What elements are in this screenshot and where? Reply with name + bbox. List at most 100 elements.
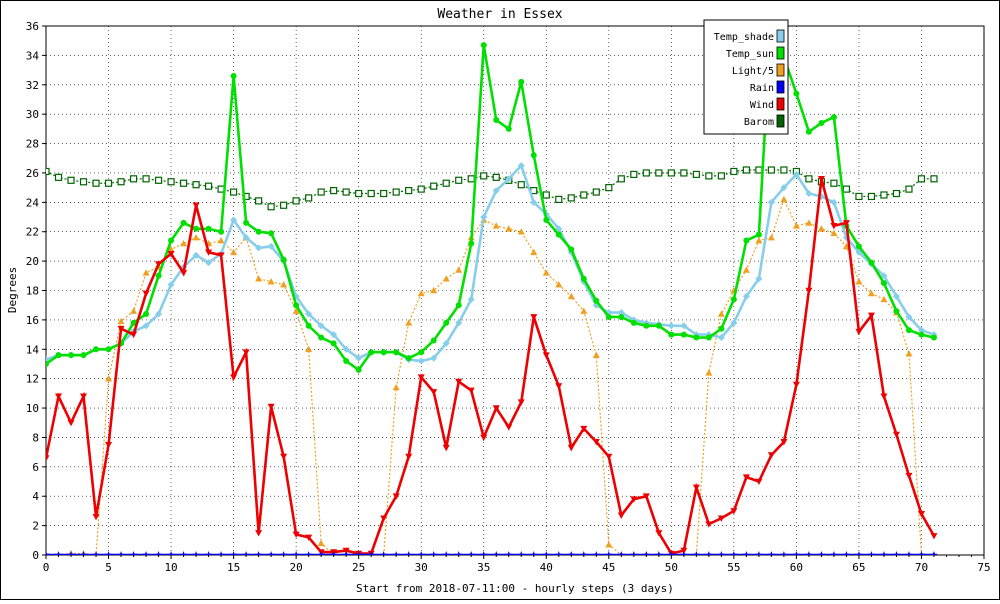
data-point-barom — [542, 191, 550, 199]
data-point-light-5 — [517, 228, 525, 235]
data-point-barom — [79, 178, 88, 186]
data-point-temp-shade — [917, 326, 925, 334]
y-tick-label: 0 — [32, 549, 39, 562]
legend-swatch-wind — [776, 97, 785, 111]
data-point-barom — [46, 167, 50, 176]
data-point-wind — [392, 493, 400, 500]
data-point-temp-sun — [55, 352, 62, 359]
data-point-barom — [667, 169, 675, 177]
y-tick-label: 18 — [26, 285, 39, 298]
data-point-temp-sun — [293, 302, 300, 309]
data-point-wind — [92, 513, 100, 521]
data-point-rain — [905, 551, 913, 555]
data-point-rain — [417, 551, 425, 555]
legend-label-light-5: Light/5 — [732, 66, 774, 77]
data-point-rain — [229, 551, 238, 555]
data-point-barom — [192, 181, 200, 189]
legend-swatch-temp-shade — [776, 29, 785, 43]
x-tick-label: 35 — [477, 561, 490, 574]
data-point-barom — [655, 169, 663, 177]
x-tick-label: 55 — [727, 561, 740, 574]
data-point-wind — [742, 474, 750, 481]
data-point-barom — [492, 173, 500, 181]
data-point-wind — [105, 441, 113, 449]
data-point-wind — [555, 383, 563, 390]
legend-swatch-temp-sun — [776, 46, 785, 60]
y-tick-label: 32 — [26, 79, 39, 92]
data-point-wind — [405, 453, 413, 461]
x-tick-label: 50 — [665, 561, 678, 574]
data-point-light-5 — [267, 278, 275, 285]
data-point-barom — [154, 176, 163, 184]
data-point-rain — [780, 551, 788, 555]
data-point-temp-sun — [305, 322, 312, 329]
data-point-light-5 — [717, 310, 725, 317]
data-point-barom — [167, 178, 175, 186]
data-point-wind — [430, 389, 438, 396]
data-point-rain — [767, 551, 776, 555]
y-tick-label: 14 — [26, 343, 40, 356]
data-point-barom — [767, 166, 775, 174]
data-point-temp-sun — [830, 114, 837, 121]
data-point-temp-sun — [143, 311, 150, 318]
data-point-rain — [467, 551, 476, 555]
data-point-wind — [242, 349, 250, 356]
data-point-temp-shade — [242, 234, 250, 242]
data-point-wind — [467, 387, 475, 394]
data-point-wind — [642, 493, 650, 500]
data-point-temp-sun — [618, 313, 625, 320]
data-point-temp-sun — [255, 228, 262, 235]
data-point-wind — [755, 478, 763, 486]
data-point-light-5 — [580, 307, 588, 314]
x-tick-label: 10 — [164, 561, 177, 574]
data-point-rain — [717, 551, 726, 555]
data-point-rain — [880, 551, 888, 555]
chart-title: Weather in Essex — [437, 7, 562, 22]
x-tick-label: 40 — [540, 561, 553, 574]
data-point-temp-sun — [493, 117, 500, 124]
data-point-light-5 — [767, 234, 775, 241]
y-tick-label: 6 — [32, 461, 39, 474]
data-point-wind — [292, 531, 300, 538]
data-point-barom — [855, 192, 863, 201]
data-point-wind — [855, 328, 863, 336]
data-point-temp-sun — [905, 327, 912, 334]
data-point-temp-sun — [443, 319, 450, 326]
data-point-wind — [917, 511, 925, 518]
data-point-temp-shade — [780, 184, 788, 192]
data-point-wind — [705, 521, 713, 528]
data-point-barom — [730, 167, 738, 176]
x-tick-label: 0 — [43, 561, 50, 574]
data-point-rain — [917, 551, 926, 555]
data-point-rain — [142, 551, 150, 555]
x-tick-label: 70 — [915, 561, 928, 574]
data-point-temp-shade — [305, 310, 313, 318]
legend: Temp_shade Temp_sun Light/5 Rain Wind Barom — [703, 19, 789, 135]
data-point-wind — [46, 455, 50, 462]
data-point-rain — [104, 551, 113, 555]
data-point-light-5 — [230, 248, 238, 256]
data-point-temp-shade — [230, 216, 238, 224]
data-point-temp-shade — [342, 345, 350, 353]
data-point-temp-sun — [555, 231, 562, 238]
data-point-light-5 — [417, 289, 425, 297]
data-point-barom — [742, 166, 750, 174]
data-point-wind — [267, 403, 275, 411]
data-point-temp-shade — [555, 225, 563, 233]
data-point-temp-shade — [767, 198, 775, 206]
y-tick-label: 22 — [26, 226, 39, 239]
data-point-wind — [767, 452, 775, 459]
data-point-rain — [279, 551, 288, 555]
data-point-rain — [167, 551, 175, 555]
data-point-barom — [905, 185, 913, 193]
data-point-barom — [780, 166, 788, 174]
data-point-temp-shade — [255, 244, 263, 252]
data-point-temp-sun — [743, 237, 750, 244]
y-tick-label: 26 — [26, 167, 39, 180]
legend-label-barom: Barom — [744, 117, 774, 128]
data-point-temp-sun — [405, 355, 412, 362]
data-point-wind — [830, 223, 838, 230]
y-axis-label: Degrees — [6, 267, 19, 313]
data-point-light-5 — [292, 307, 300, 314]
data-point-wind — [130, 331, 138, 339]
